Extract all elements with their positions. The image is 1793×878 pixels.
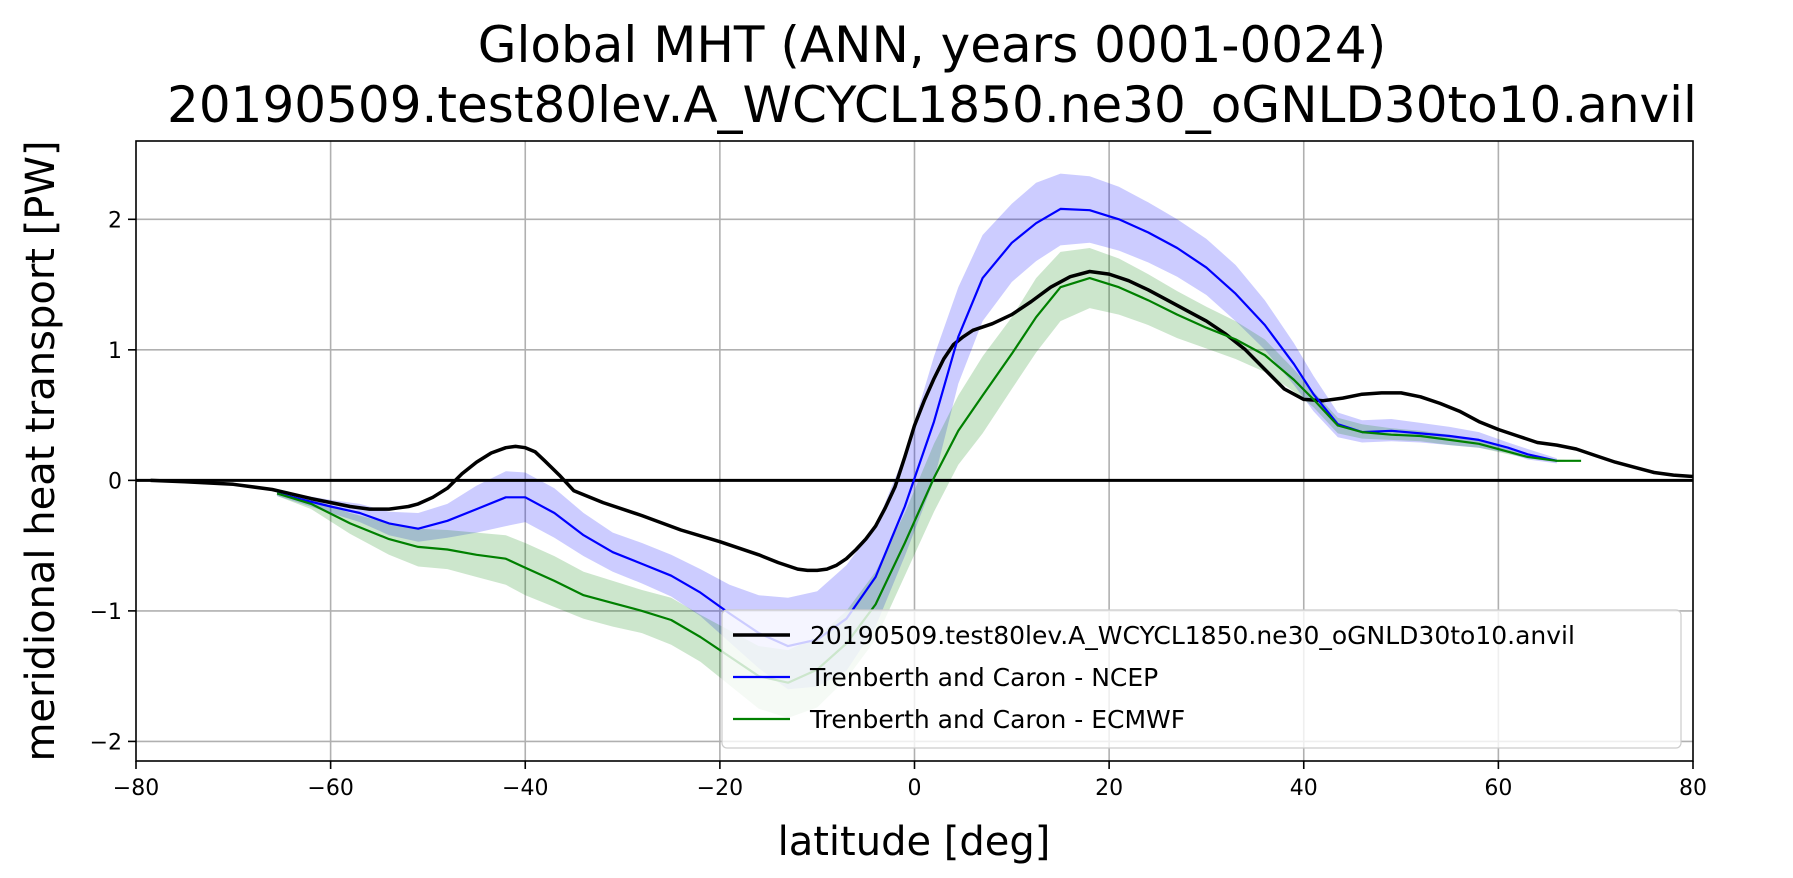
legend-label-ecmwf: Trenberth and Caron - ECMWF [809,705,1185,734]
y-tick-label: −1 [90,600,122,625]
legend-label-ncep: Trenberth and Caron - NCEP [809,663,1158,692]
model-series-line [150,269,1693,573]
x-axis-title: latitude [deg] [778,819,1051,865]
x-tick-label: −80 [113,776,159,801]
x-axis-ticks: −80 −60 −40 −20 0 20 40 60 80 [113,761,1707,801]
ecmwf-series-line [276,277,1582,684]
chart-title: Global MHT (ANN, years 0001-0024) [478,16,1386,74]
y-tick-label: −2 [90,730,122,755]
chart-subtitle: 20190509.test80lev.A_WCYCL1850.ne30_oGNL… [167,76,1697,134]
legend: 20190509.test80lev.A_WCYCL1850.ne30_oGNL… [721,609,1682,749]
x-tick-label: 60 [1484,776,1512,801]
x-tick-label: 0 [908,776,922,801]
x-tick-label: −60 [307,776,353,801]
legend-box [721,609,1682,749]
ncep-uncertainty-band [277,173,1557,690]
y-tick-label: 2 [108,208,122,233]
y-tick-label: 1 [108,339,122,364]
y-tick-label: 0 [108,469,122,494]
x-tick-label: −40 [502,776,548,801]
y-axis-ticks: −2 −1 0 1 2 [90,208,136,755]
x-tick-label: 20 [1095,776,1123,801]
x-tick-label: 40 [1290,776,1318,801]
x-tick-label: −20 [697,776,743,801]
legend-label-model: 20190509.test80lev.A_WCYCL1850.ne30_oGNL… [810,621,1575,650]
y-axis-title: meridional heat transport [PW] [18,140,64,761]
x-tick-label: 80 [1679,776,1707,801]
series-lines [150,207,1693,684]
